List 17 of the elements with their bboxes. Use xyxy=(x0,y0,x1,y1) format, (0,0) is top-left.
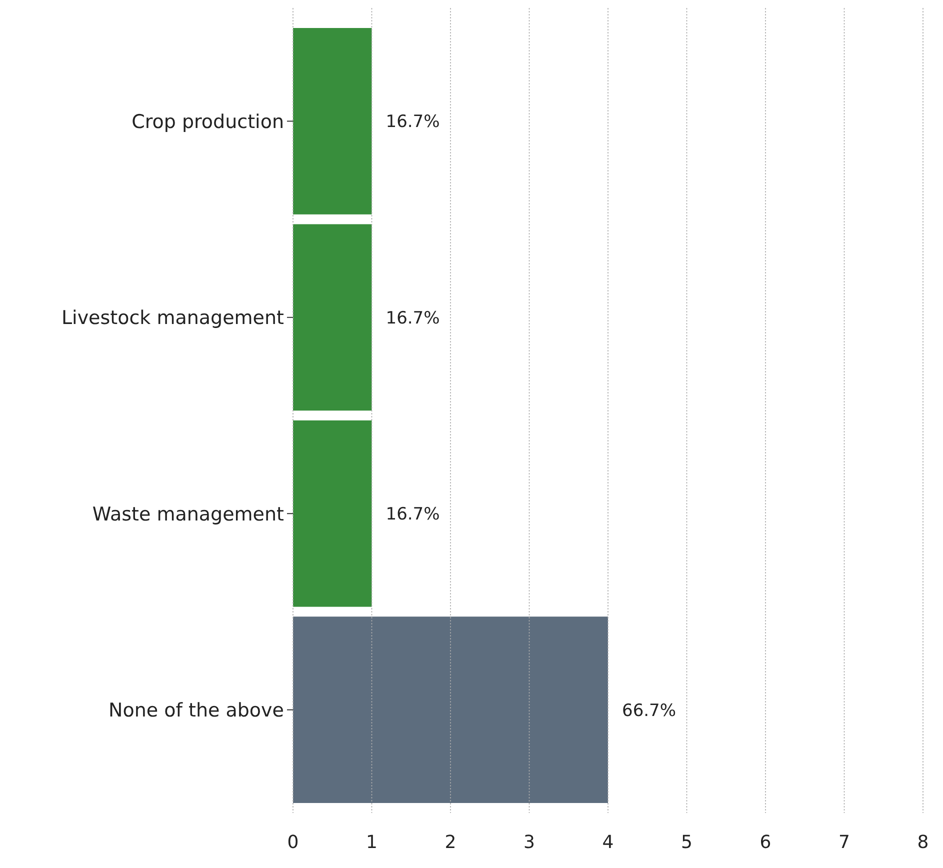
x-tick-label: 1 xyxy=(366,832,378,853)
y-tick-label: Crop production xyxy=(132,110,284,133)
annotation: 16.7% xyxy=(386,308,440,328)
annotation: 66.7% xyxy=(622,700,676,721)
x-tick-label: 8 xyxy=(917,832,929,853)
annotation: 16.7% xyxy=(386,112,440,132)
x-tick-label: 2 xyxy=(444,832,456,853)
x-tick-label: 6 xyxy=(760,832,772,853)
y-tick-label: None of the above xyxy=(108,699,284,722)
x-tick-label: 5 xyxy=(681,832,692,853)
x-tick-label: 4 xyxy=(602,832,614,853)
x-tick-label: 7 xyxy=(838,832,850,853)
annotation: 16.7% xyxy=(386,504,440,525)
x-tick-label: 3 xyxy=(524,832,535,853)
x-tick-label: 0 xyxy=(287,832,299,853)
y-tick-label: Livestock management xyxy=(61,307,284,330)
y-tick-label: Waste management xyxy=(92,503,284,526)
